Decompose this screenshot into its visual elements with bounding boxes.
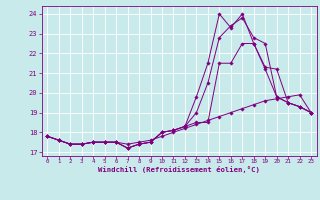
X-axis label: Windchill (Refroidissement éolien,°C): Windchill (Refroidissement éolien,°C) — [98, 166, 260, 173]
